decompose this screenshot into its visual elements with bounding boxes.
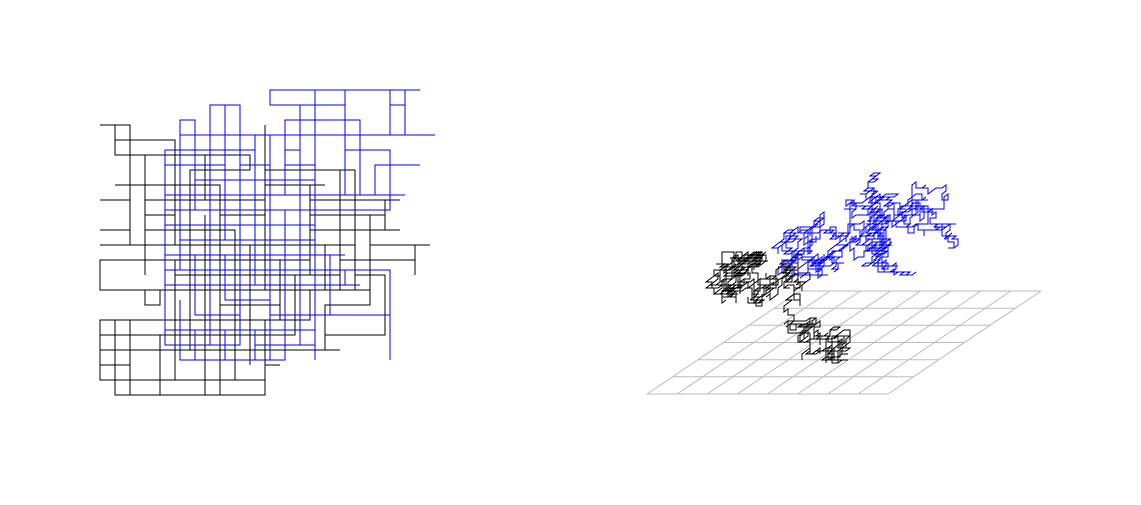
2d-random-walk-panel — [100, 90, 435, 395]
walk-path-blue-3d — [772, 173, 958, 278]
3d-random-walk-panel — [647, 173, 1041, 394]
